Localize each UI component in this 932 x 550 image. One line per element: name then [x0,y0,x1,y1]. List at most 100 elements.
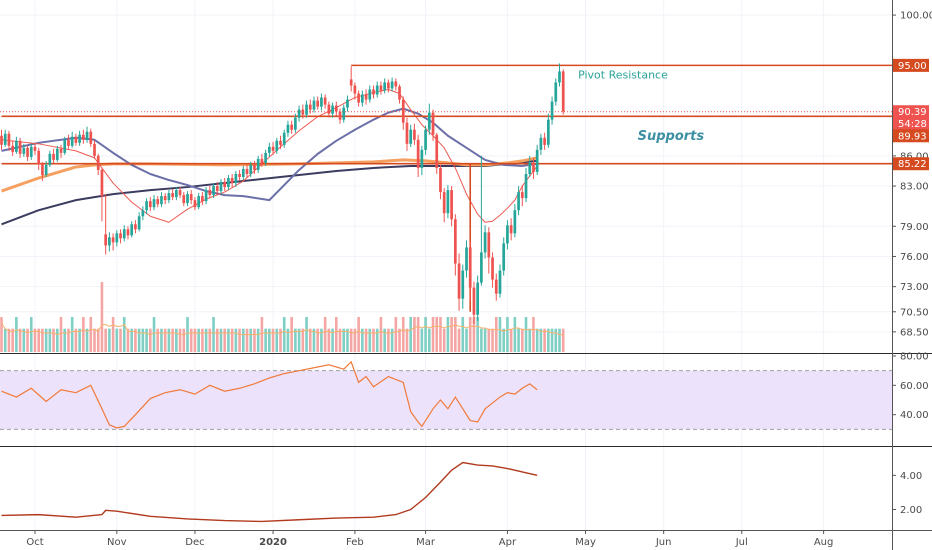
candle-body [301,109,305,115]
candle-body [241,168,245,178]
volume-bar [424,317,427,352]
volume-bar [215,328,219,352]
volume-bar [111,317,115,352]
candle-body [342,107,346,120]
candle-body [457,263,461,299]
volume-bar [375,328,379,352]
volume-bar [454,317,457,352]
price-tag-label: 90.39 [898,107,927,118]
candle-body [554,82,558,102]
volume-bar [82,317,85,352]
volume-bar [271,328,275,352]
volume-bar [52,328,55,352]
volume-bar [56,328,59,352]
candle-body [41,163,44,175]
volume-bar [137,328,141,352]
volume-bar [349,328,353,352]
candle-body [234,173,238,184]
candle-body [476,282,480,315]
horizontal-levels[interactable] [0,64,892,312]
candle-body [535,149,539,172]
candle-body [405,122,409,144]
candle-body [308,104,312,110]
volume-bar [491,328,494,352]
atr-tick-label: 2.00 [900,505,922,516]
candle-body [297,109,301,118]
price-tick-label: 86.00 [900,151,929,162]
candle-body [193,200,197,208]
candle-body [37,150,41,164]
candle-body [387,82,390,89]
price-tag [893,58,929,72]
annotations: Pivot Resistance Supports [578,68,704,143]
candle-body [424,129,427,150]
price-axis[interactable]: 100.00 86.00 83.00 79.00 76.00 73.00 70.50 68.5… [892,11,932,516]
volume-bar [59,317,63,352]
atr-panel [1,461,538,523]
candle-body [215,186,219,192]
volume-bar [119,328,122,352]
volume-bar [383,328,386,352]
volume-bar [7,328,11,352]
volume-bar [379,317,383,352]
volume-bar [509,328,513,352]
candle-body [520,192,524,199]
supports-label: Supports [638,129,705,144]
candle-body [67,139,70,146]
candle-body [134,224,137,230]
candle-body [104,234,108,246]
candle-body [74,136,78,143]
candle-body [59,148,63,153]
volume-bar [561,328,565,352]
volume-bar [100,282,104,352]
candle-body [111,237,115,243]
candle-body [427,112,431,130]
time-axis[interactable]: Oct Nov Dec 2020 Feb Mar Apr May Jun Jul Aug [26,530,833,548]
candle-body [561,71,565,112]
volume-bar [33,328,37,352]
volume-bar [197,328,200,352]
volume-bar [141,328,145,352]
price-tick-label: 70.50 [900,307,929,318]
volume-bar [193,328,197,352]
candle-body [435,134,439,168]
price-tag [893,157,929,171]
volume-bar [44,328,48,352]
price-tag-label: 54:28 [898,119,927,130]
volume-bar [238,328,241,352]
volume-bar [532,317,535,352]
volume-bar [18,328,22,352]
candle-body [517,192,520,211]
candle-body [253,164,256,170]
volume-bar [11,328,14,352]
candle-body [212,186,215,196]
volume-bar [401,317,405,352]
rsi-band [0,370,892,430]
candle-body [29,146,33,157]
volume-bar [502,328,505,352]
volume-bar [506,317,509,352]
volume-bar [439,317,442,352]
volume-bar [227,328,230,352]
volume-bar [189,328,193,352]
candle-body [223,182,227,188]
volume-bar [480,328,483,352]
time-tick-label: Nov [107,537,127,548]
rsi-line [1,360,538,429]
volume-bar [104,328,107,352]
candle-body [368,89,372,100]
volume-bar [268,328,271,352]
candle-body [22,147,26,154]
volume-bar [0,317,3,352]
candle-body [271,146,275,151]
candle-body [357,93,360,103]
volume-bar [301,328,305,352]
volume-ma-line [1,322,564,336]
candle-body [349,79,353,86]
candle-body [394,81,398,87]
candle-body [550,101,554,120]
price-tag-label: 95.00 [898,61,927,72]
volume-bar [93,328,96,352]
volume-bar [182,328,186,352]
